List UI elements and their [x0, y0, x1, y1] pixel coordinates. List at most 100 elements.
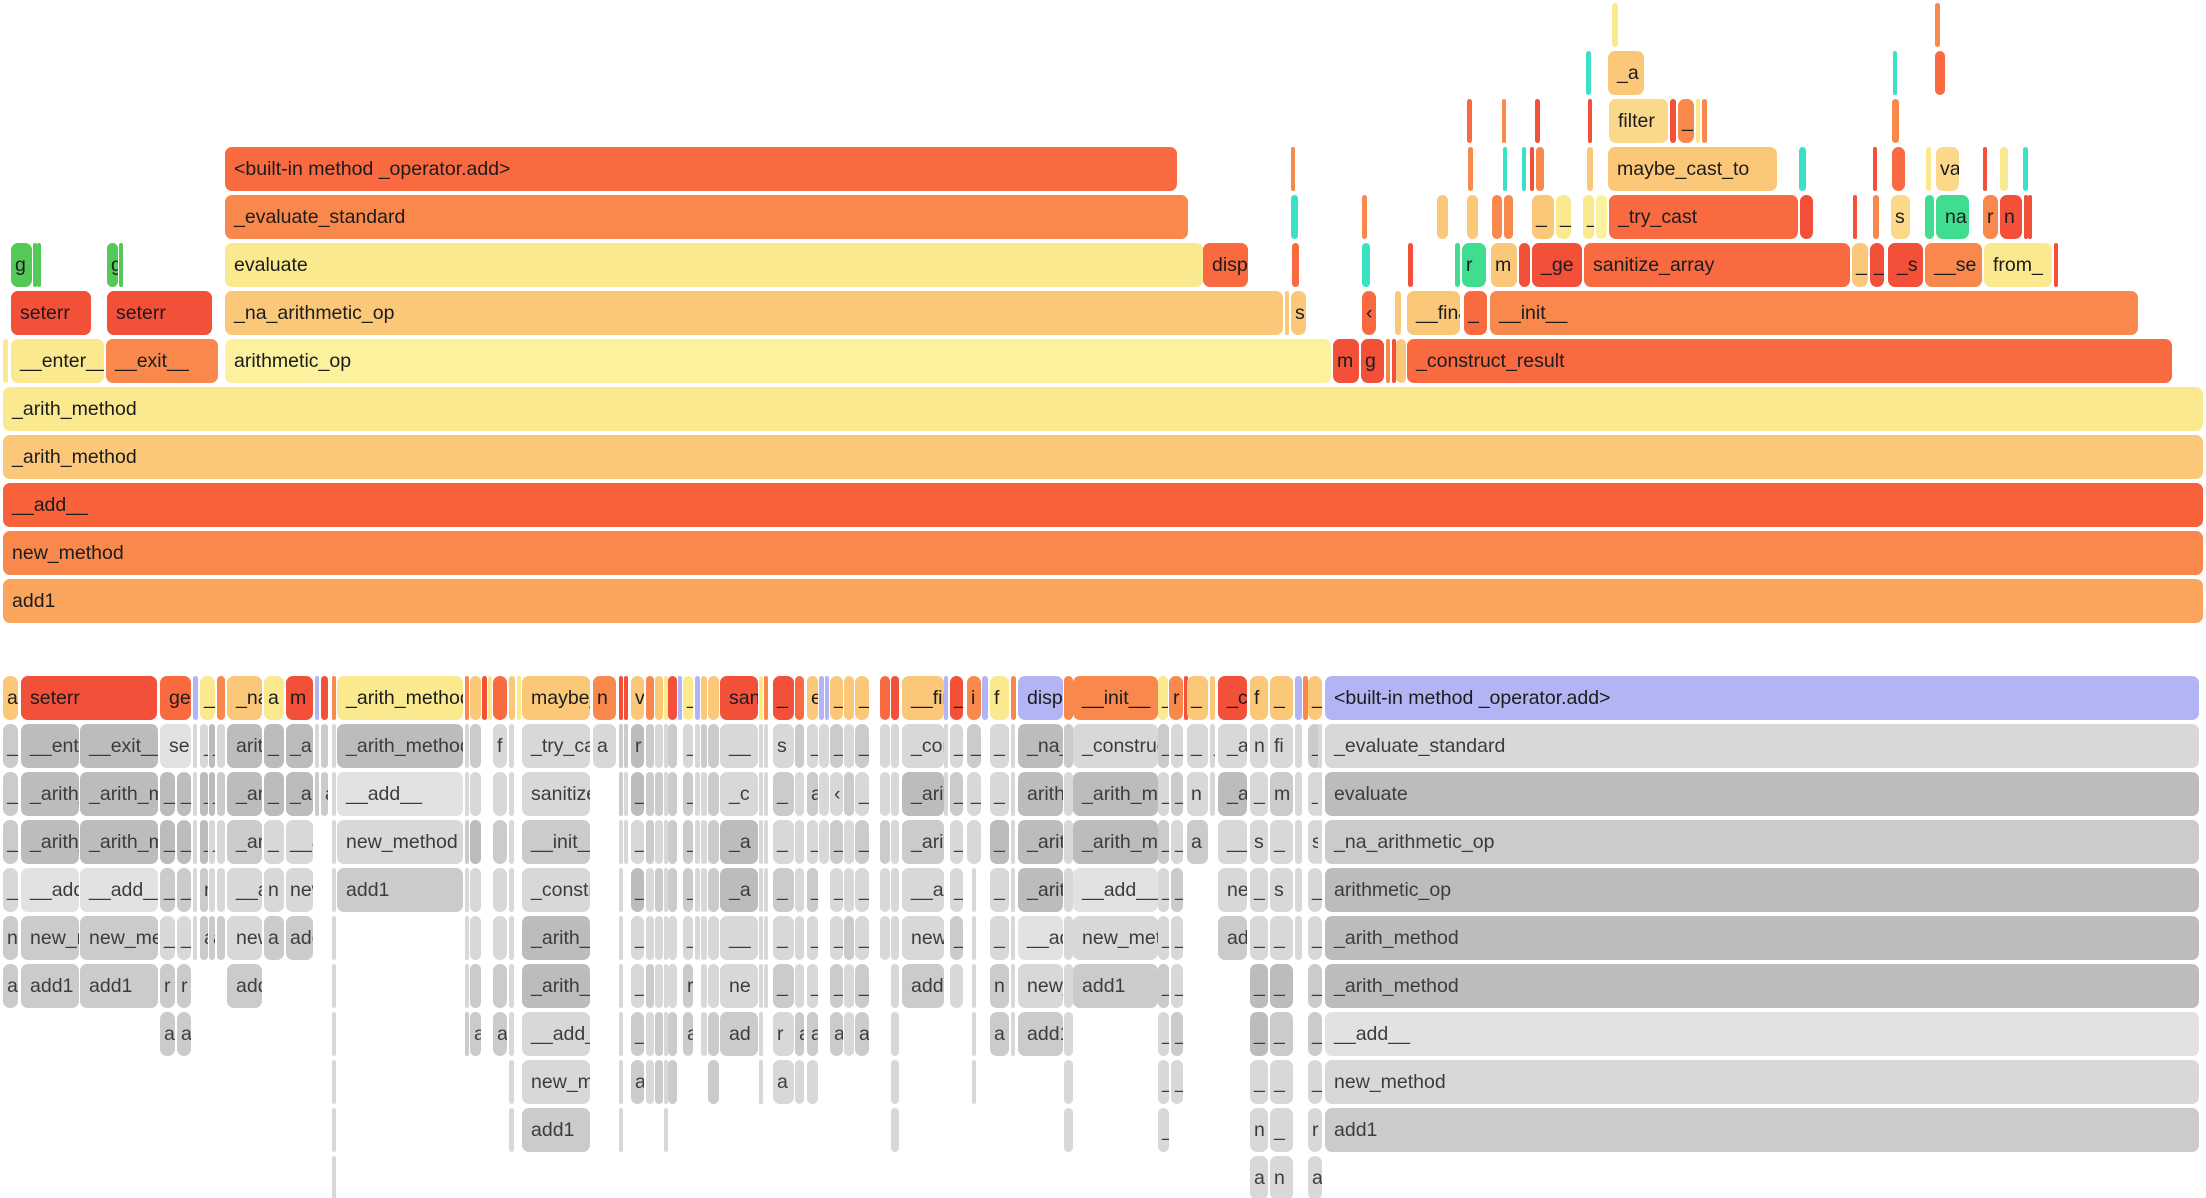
flame-frame[interactable]: _ — [1583, 195, 1594, 239]
caller-frame[interactable] — [321, 724, 328, 768]
leaf-frame[interactable] — [217, 676, 225, 720]
caller-frame[interactable]: _ — [3, 868, 18, 912]
caller-frame[interactable] — [655, 1060, 663, 1104]
caller-frame[interactable]: n — [1187, 772, 1208, 816]
caller-frame[interactable] — [655, 724, 663, 768]
caller-frame[interactable] — [759, 772, 763, 816]
caller-frame[interactable] — [1210, 772, 1215, 816]
caller-frame[interactable] — [795, 820, 804, 864]
flame-frame[interactable]: _arith_method — [3, 435, 2203, 479]
flame-frame[interactable]: _try_cast — [1609, 195, 1798, 239]
caller-frame[interactable] — [193, 724, 197, 768]
caller-frame[interactable] — [891, 1012, 899, 1056]
caller-frame[interactable]: _ — [990, 868, 1009, 912]
leaf-frame[interactable] — [1011, 676, 1016, 720]
flame-frame[interactable] — [2023, 147, 2028, 191]
caller-frame[interactable] — [619, 1108, 623, 1152]
caller-frame[interactable] — [891, 1060, 899, 1104]
caller-frame[interactable]: a — [795, 1012, 804, 1056]
caller-frame[interactable]: _ — [160, 916, 175, 960]
flame-frame[interactable]: _construct_result — [1407, 339, 2172, 383]
caller-frame[interactable] — [701, 964, 707, 1008]
flame-frame[interactable] — [1596, 195, 1607, 239]
caller-frame[interactable]: _arith_method — [80, 820, 158, 864]
caller-frame[interactable] — [891, 820, 899, 864]
caller-frame[interactable]: r — [683, 964, 693, 1008]
leaf-frame[interactable] — [517, 676, 521, 720]
leaf-frame[interactable] — [465, 676, 469, 720]
caller-frame[interactable] — [332, 1156, 336, 1198]
caller-frame[interactable]: r — [177, 964, 191, 1008]
caller-frame[interactable] — [891, 868, 899, 912]
flame-frame[interactable] — [1530, 147, 1534, 191]
caller-frame[interactable]: _ — [855, 916, 869, 960]
caller-frame[interactable]: __ — [720, 724, 758, 768]
caller-frame[interactable] — [332, 820, 336, 864]
caller-frame[interactable] — [795, 964, 804, 1008]
leaf-frame[interactable]: dispatch — [1018, 676, 1063, 720]
leaf-frame[interactable] — [619, 676, 623, 720]
caller-frame[interactable]: _arith_method — [1325, 916, 2199, 960]
caller-frame[interactable]: __add__ — [1325, 1012, 2199, 1056]
flame-frame[interactable] — [1437, 195, 1448, 239]
caller-frame[interactable]: new_method — [902, 916, 944, 960]
caller-frame[interactable] — [624, 724, 628, 768]
caller-frame[interactable] — [972, 1060, 976, 1104]
caller-frame[interactable]: _ — [855, 772, 869, 816]
caller-frame[interactable] — [465, 820, 469, 864]
caller-frame[interactable]: _na_arithmetic_op — [1325, 820, 2199, 864]
caller-frame[interactable] — [646, 772, 654, 816]
caller-frame[interactable]: a — [631, 1060, 644, 1104]
leaf-frame[interactable]: e — [807, 676, 818, 720]
caller-frame[interactable] — [844, 1012, 854, 1056]
flame-frame[interactable]: <built-in method _operator.add> — [225, 147, 1177, 191]
caller-frame[interactable]: _arith_method — [1325, 964, 2199, 1008]
caller-frame[interactable]: __ — [720, 916, 758, 960]
flame-frame[interactable] — [1522, 147, 1526, 191]
flame-frame[interactable]: n — [2000, 195, 2022, 239]
leaf-frame[interactable] — [1295, 676, 1302, 720]
caller-frame[interactable]: _construct_result — [522, 868, 590, 912]
caller-frame[interactable]: _ — [160, 820, 175, 864]
flame-frame[interactable] — [1292, 243, 1299, 287]
caller-frame[interactable]: n — [1270, 1156, 1293, 1198]
caller-frame[interactable]: _ — [1158, 964, 1169, 1008]
caller-frame[interactable] — [759, 916, 763, 960]
caller-frame[interactable]: fi — [1270, 724, 1293, 768]
caller-frame[interactable]: _ — [1308, 1012, 1322, 1056]
caller-frame[interactable] — [1318, 820, 1322, 864]
caller-frame[interactable]: _a — [720, 868, 758, 912]
caller-frame[interactable]: _ — [683, 868, 693, 912]
caller-frame[interactable] — [764, 868, 768, 912]
caller-frame[interactable]: _ — [1308, 1060, 1322, 1104]
caller-frame[interactable]: a — [807, 772, 818, 816]
caller-frame[interactable]: add1 — [227, 964, 262, 1008]
flame-frame[interactable] — [1392, 339, 1396, 383]
caller-frame[interactable]: _ — [855, 964, 869, 1008]
leaf-frame[interactable] — [664, 676, 668, 720]
caller-frame[interactable] — [315, 772, 319, 816]
caller-frame[interactable] — [1011, 820, 1015, 864]
caller-frame[interactable]: add1 — [1325, 1108, 2199, 1152]
leaf-frame[interactable] — [624, 676, 628, 720]
caller-frame[interactable]: _ — [683, 724, 693, 768]
leaf-frame[interactable] — [193, 676, 198, 720]
leaf-frame[interactable]: maybe_cast_to — [522, 676, 590, 720]
leaf-frame[interactable] — [678, 676, 682, 720]
caller-frame[interactable] — [193, 772, 197, 816]
leaf-frame[interactable] — [470, 676, 481, 720]
caller-frame[interactable]: n — [264, 868, 284, 912]
caller-frame[interactable] — [655, 772, 663, 816]
caller-frame[interactable] — [972, 916, 976, 960]
caller-frame[interactable] — [217, 916, 225, 960]
caller-frame[interactable] — [465, 916, 469, 960]
caller-frame[interactable]: new_method — [286, 868, 313, 912]
leaf-frame[interactable]: f — [990, 676, 1009, 720]
flame-frame[interactable] — [2024, 195, 2028, 239]
caller-frame[interactable]: new_method — [1073, 916, 1158, 960]
caller-frame[interactable] — [844, 964, 854, 1008]
caller-frame[interactable] — [655, 1012, 663, 1056]
caller-frame[interactable] — [493, 868, 507, 912]
flame-frame[interactable]: _ — [1464, 291, 1487, 335]
caller-frame[interactable]: _ — [1171, 772, 1183, 816]
